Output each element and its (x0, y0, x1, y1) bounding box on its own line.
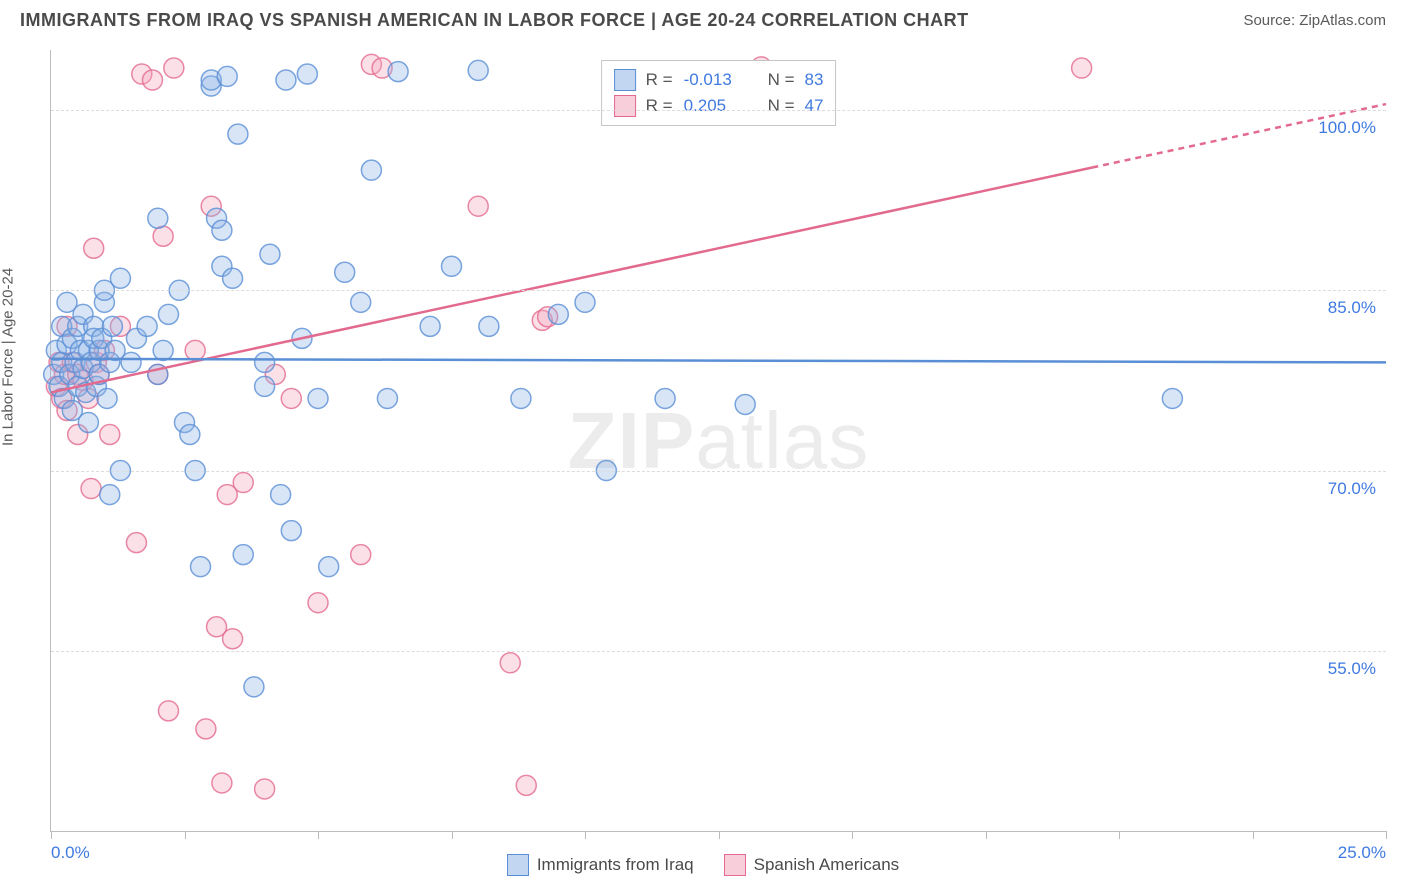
xtick (986, 831, 987, 839)
legend-label-iraq: Immigrants from Iraq (537, 855, 694, 875)
swatch-iraq (507, 854, 529, 876)
legend-item-iraq: Immigrants from Iraq (507, 854, 694, 876)
n-value-spanish: 47 (805, 96, 824, 116)
xtick (852, 831, 853, 839)
gridline (51, 651, 1386, 652)
source-label: Source: ZipAtlas.com (1243, 12, 1386, 29)
swatch-iraq (614, 69, 636, 91)
gridline (51, 471, 1386, 472)
ytick-label: 100.0% (1318, 118, 1376, 138)
legend-row-iraq: R = -0.013 N = 83 (614, 67, 824, 93)
xtick (719, 831, 720, 839)
series-legend: Immigrants from Iraq Spanish Americans (0, 854, 1406, 876)
legend-label-spanish: Spanish Americans (754, 855, 900, 875)
ytick-label: 55.0% (1328, 659, 1376, 679)
correlation-legend: R = -0.013 N = 83 R = 0.205 N = 47 (601, 60, 837, 126)
xtick (1119, 831, 1120, 839)
swatch-spanish (614, 95, 636, 117)
n-label: N = (768, 96, 795, 116)
plot-svg (51, 50, 1386, 831)
r-label: R = (646, 96, 674, 116)
xtick (51, 831, 52, 839)
xtick (185, 831, 186, 839)
chart-plot-area: ZIPatlas R = -0.013 N = 83 R = 0.205 N =… (50, 50, 1386, 832)
legend-row-spanish: R = 0.205 N = 47 (614, 93, 824, 119)
ytick-label: 85.0% (1328, 298, 1376, 318)
xtick (318, 831, 319, 839)
xtick (585, 831, 586, 839)
ytick-label: 70.0% (1328, 479, 1376, 499)
xtick (1386, 831, 1387, 839)
r-value-iraq: -0.013 (684, 70, 744, 90)
xtick (452, 831, 453, 839)
xtick (1253, 831, 1254, 839)
n-label: N = (768, 70, 795, 90)
swatch-spanish (724, 854, 746, 876)
gridline (51, 110, 1386, 111)
chart-title: IMMIGRANTS FROM IRAQ VS SPANISH AMERICAN… (20, 10, 969, 31)
gridline (51, 290, 1386, 291)
y-axis-label: In Labor Force | Age 20-24 (0, 268, 17, 446)
r-label: R = (646, 70, 674, 90)
r-value-spanish: 0.205 (684, 96, 744, 116)
legend-item-spanish: Spanish Americans (724, 854, 900, 876)
n-value-iraq: 83 (805, 70, 824, 90)
